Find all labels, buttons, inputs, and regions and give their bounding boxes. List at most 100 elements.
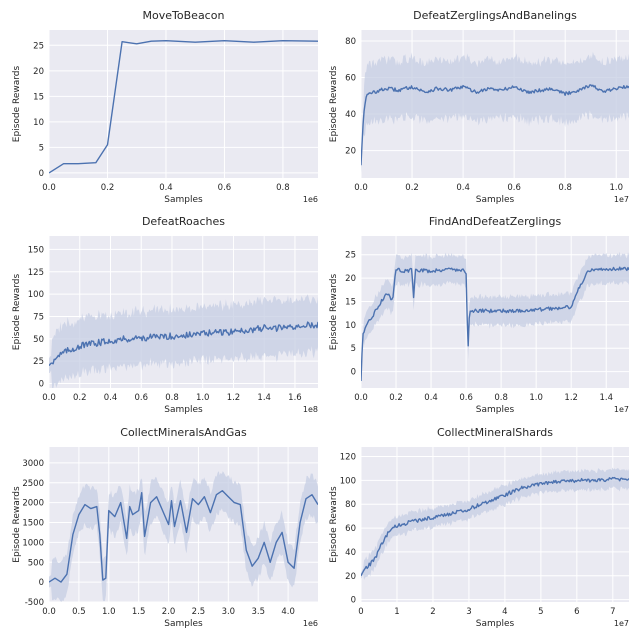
x-tick-label: 0.6 (507, 183, 521, 193)
y-axis-label: Episode Rewards (12, 273, 22, 350)
y-tick-label: 5 (351, 344, 356, 354)
confidence-band (361, 51, 629, 174)
y-axis-label: Episode Rewards (329, 65, 339, 142)
y-tick-label: 0 (351, 596, 356, 606)
x-axis-label: Samples (164, 405, 203, 415)
subplot-3: 0.0 0.2 0.4 0.6 0.8 1.0 1.2 1.4 1.6 0 25 50 75 100 125… (12, 215, 318, 415)
x-tick-label: 0.2 (405, 183, 419, 193)
y-tick-label: 0 (39, 578, 44, 588)
subplot-6: 0 1 2 3 4 5 6 7 0 20 40 60 80 100 120 CollectMineralSha… (329, 426, 629, 629)
y-tick-label: 80 (345, 37, 356, 47)
y-tick-label: 25 (345, 251, 356, 261)
y-tick-label: 50 (33, 335, 44, 345)
x-tick-label: 3 (466, 607, 471, 617)
x-tick-label: 0.4 (456, 183, 470, 193)
x-offset-label: 1e8 (303, 405, 318, 414)
series-line-mean (49, 40, 318, 174)
y-axis-label: Episode Rewards (12, 65, 22, 142)
y-tick-label: 15 (345, 297, 356, 307)
y-tick-label: 15 (33, 92, 44, 102)
y-tick-label: 150 (28, 245, 44, 255)
x-tick-label: 3.5 (251, 607, 265, 617)
y-tick-label: 25 (33, 357, 44, 367)
x-offset-label: 1e7 (614, 405, 629, 414)
plot-background (49, 30, 318, 178)
x-tick-label: 0.0 (42, 183, 56, 193)
subplot-1: 0.0 0.2 0.4 0.6 0.8 0 5 10 15 20 25 MoveToBeacon Sam… (12, 9, 318, 205)
y-tick-label: 0 (39, 169, 44, 179)
y-tick-label: 10 (33, 118, 44, 128)
x-tick-label: 4.0 (281, 607, 295, 617)
y-tick-label: 25 (33, 41, 44, 51)
y-tick-label: 100 (28, 290, 44, 300)
y-tick-label: 2000 (22, 499, 44, 509)
x-tick-label: 2.0 (162, 607, 176, 617)
y-tick-label: 60 (345, 74, 356, 84)
x-tick-label: 1.0 (609, 183, 623, 193)
subplot-2: 0.0 0.2 0.4 0.6 0.8 1.0 20 40 60 80 DefeatZergling… (329, 9, 629, 205)
series-line-mean (49, 321, 318, 367)
y-axis-label: Episode Rewards (12, 486, 22, 563)
x-tick-label: 1.5 (132, 607, 146, 617)
x-tick-label: 0.8 (558, 183, 572, 193)
x-tick-label: 0.8 (494, 393, 508, 403)
y-tick-label: 2500 (22, 479, 44, 489)
series-line-mean (361, 84, 629, 166)
x-tick-label: 2 (430, 607, 435, 617)
chart-title: FindAndDefeatZerglings (429, 215, 562, 228)
chart-title: MoveToBeacon (143, 9, 225, 22)
x-tick-label: 1.6 (288, 393, 302, 403)
x-tick-label: 0.6 (134, 393, 148, 403)
x-tick-label: 0.4 (104, 393, 118, 403)
x-tick-label: 2.5 (192, 607, 206, 617)
x-tick-label: 5 (538, 607, 543, 617)
y-tick-label: 60 (345, 524, 356, 534)
x-tick-label: 0.0 (354, 183, 368, 193)
x-tick-label: 0.2 (389, 393, 403, 403)
x-tick-label: 0.4 (424, 393, 438, 403)
x-tick-label: 3.0 (222, 607, 236, 617)
confidence-band (49, 294, 318, 388)
x-axis-label: Samples (164, 619, 203, 629)
x-tick-label: 4 (502, 607, 507, 617)
confidence-band (361, 251, 629, 385)
x-tick-label: 1.2 (227, 393, 241, 403)
chart-title: DefeatRoaches (142, 215, 225, 228)
x-tick-label: 0.6 (218, 183, 232, 193)
y-tick-label: 40 (345, 548, 356, 558)
y-tick-label: 20 (345, 274, 356, 284)
y-axis-label: Episode Rewards (329, 486, 339, 563)
subplot-5: 0.0 0.5 1.0 1.5 2.0 2.5 3.0 3.5 4.0 -500 0 500 1000 1… (12, 426, 318, 629)
y-axis-label: Episode Rewards (329, 273, 339, 350)
x-axis-label: Samples (164, 195, 203, 205)
x-tick-label: 0.0 (42, 393, 56, 403)
x-offset-label: 1e6 (303, 619, 318, 628)
y-tick-label: 20 (345, 147, 356, 157)
x-tick-label: 7 (610, 607, 615, 617)
y-tick-label: 3000 (22, 459, 44, 469)
x-tick-label: 6 (574, 607, 579, 617)
y-tick-label: 0 (351, 368, 356, 378)
y-tick-label: 80 (345, 500, 356, 510)
y-tick-label: 5 (39, 143, 44, 153)
x-tick-label: 1.0 (102, 607, 116, 617)
y-tick-label: 10 (345, 321, 356, 331)
x-tick-label: 0.4 (159, 183, 173, 193)
y-tick-label: 500 (28, 558, 44, 568)
y-tick-label: 20 (33, 67, 44, 77)
y-tick-label: -500 (25, 598, 44, 608)
x-tick-label: 1.4 (257, 393, 271, 403)
chart-title: CollectMineralShards (437, 426, 553, 439)
x-offset-label: 1e7 (614, 619, 629, 628)
x-tick-label: 0.2 (73, 393, 87, 403)
y-tick-label: 0 (39, 380, 44, 390)
y-tick-label: 1500 (22, 519, 44, 529)
x-tick-label: 1 (394, 607, 399, 617)
series-line-mean (361, 476, 629, 577)
x-offset-label: 1e7 (614, 195, 629, 204)
x-offset-label: 1e6 (303, 195, 318, 204)
x-tick-label: 0.0 (42, 607, 56, 617)
y-tick-label: 120 (340, 453, 356, 463)
x-axis-label: Samples (476, 405, 515, 415)
